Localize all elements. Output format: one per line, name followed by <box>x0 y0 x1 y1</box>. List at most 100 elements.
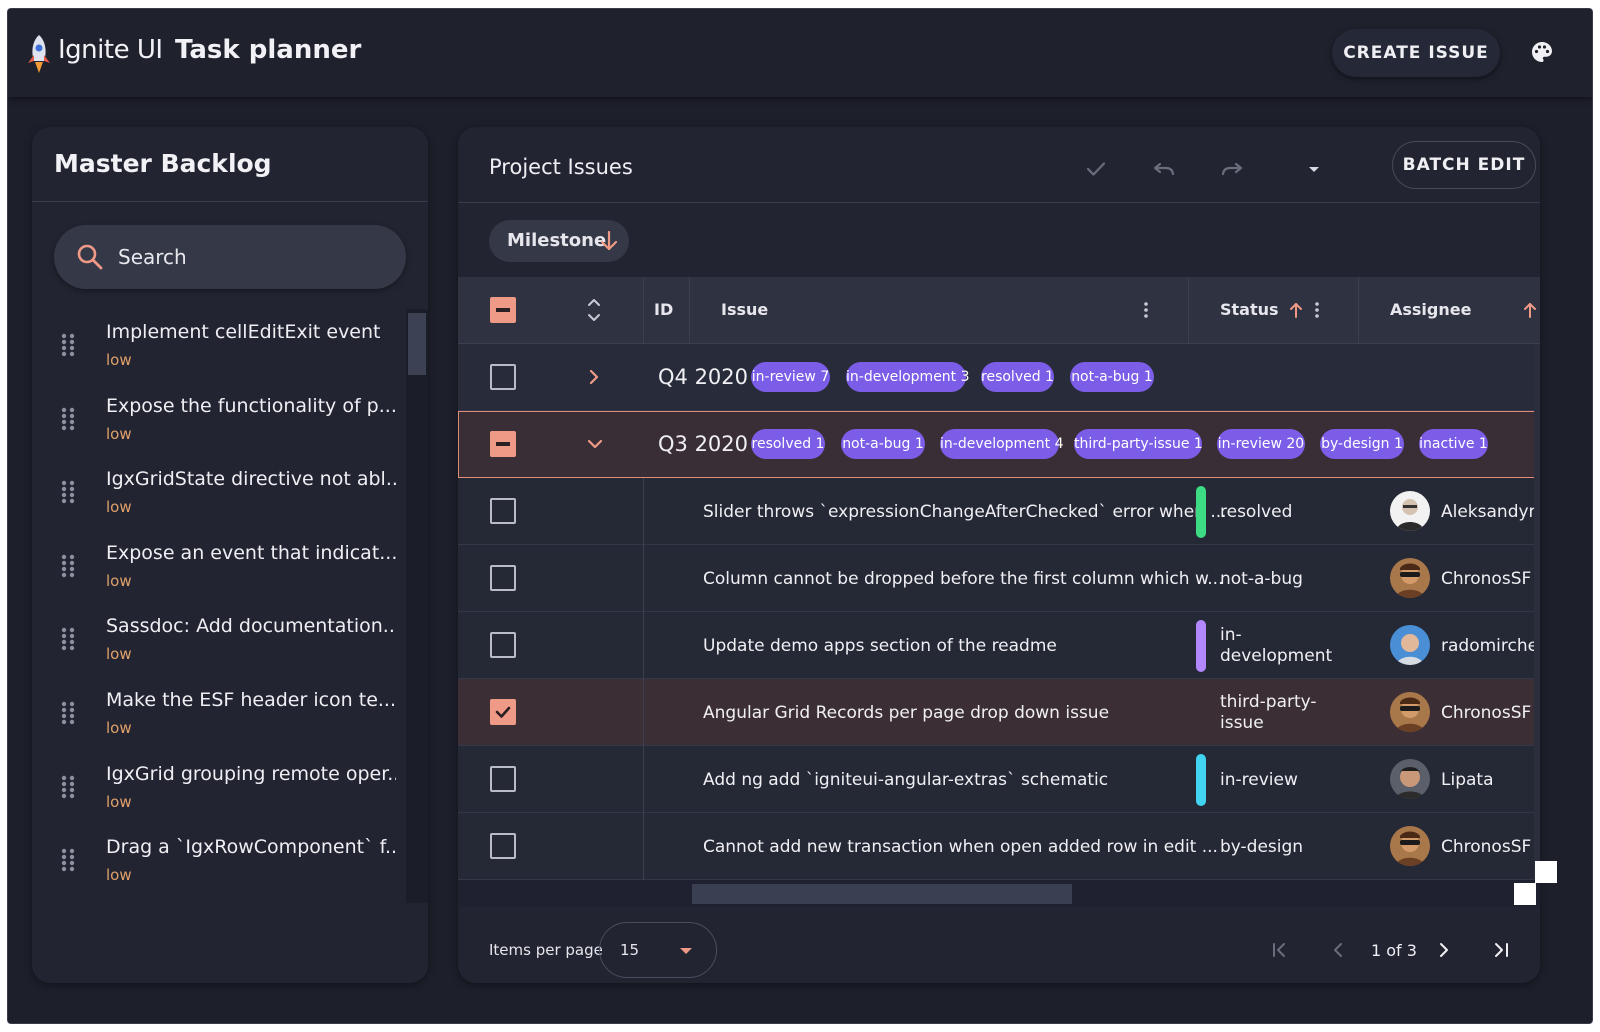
check-icon[interactable] <box>1084 157 1108 181</box>
column-header-assignee[interactable]: Assignee <box>1390 300 1472 319</box>
backlog-item[interactable]: Implement cellEditExit event low <box>32 309 406 383</box>
backlog-item-title: IgxGridState directive not abl... <box>106 468 396 490</box>
issue-cell[interactable]: Column cannot be dropped before the firs… <box>703 569 1224 589</box>
create-issue-button[interactable]: CREATE ISSUE <box>1332 29 1500 77</box>
drag-handle-icon[interactable] <box>60 333 76 357</box>
drag-handle-icon[interactable] <box>60 848 76 872</box>
group-row[interactable]: Q4 2020 in-review 7 in-development 3 res… <box>458 344 1540 411</box>
issue-cell[interactable]: Angular Grid Records per page drop down … <box>703 703 1110 723</box>
issue-cell[interactable]: Update demo apps section of the readme <box>703 636 1057 656</box>
assignee-cell[interactable]: Lipata <box>1441 770 1494 790</box>
grid-vertical-scrollbar[interactable] <box>1534 344 1540 880</box>
table-row[interactable]: Update demo apps section of the readme i… <box>458 612 1540 679</box>
status-count-badge: resolved 1 <box>981 362 1054 392</box>
status-count-badge: inactive 1 <box>1419 429 1488 459</box>
column-divider <box>643 679 644 746</box>
row-checkbox[interactable] <box>490 766 516 792</box>
group-checkbox[interactable] <box>490 431 516 457</box>
drag-handle-icon[interactable] <box>60 775 76 799</box>
table-row[interactable]: Column cannot be dropped before the firs… <box>458 545 1540 612</box>
row-checkbox[interactable] <box>490 498 516 524</box>
caret-down-icon[interactable] <box>1302 157 1326 181</box>
grid-horizontal-scrollbar-thumb[interactable] <box>692 884 1072 904</box>
row-checkbox[interactable] <box>490 833 516 859</box>
backlog-item-title: IgxGrid grouping remote oper... <box>106 763 396 785</box>
status-cell[interactable]: by-design <box>1220 837 1304 857</box>
status-cell[interactable]: not-a-bug <box>1220 569 1303 589</box>
undo-icon[interactable] <box>1152 157 1176 181</box>
backlog-scrollbar-thumb[interactable] <box>408 313 426 375</box>
issue-cell[interactable]: Slider throws `expressionChangeAfterChec… <box>703 502 1227 522</box>
status-count-badge: in-development 3 <box>846 362 970 392</box>
drag-handle-icon[interactable] <box>60 627 76 651</box>
expand-collapse-all-icon[interactable] <box>584 296 604 324</box>
table-row[interactable]: Add ng add `igniteui-angular-extras` sch… <box>458 746 1540 813</box>
chevron-right-icon[interactable] <box>584 366 604 388</box>
items-per-page-select[interactable]: 15 <box>599 922 717 978</box>
corner-artifact <box>1514 883 1536 905</box>
status-indicator <box>1196 620 1206 672</box>
drag-handle-icon[interactable] <box>60 701 76 725</box>
select-all-checkbox[interactable] <box>490 297 516 323</box>
backlog-item[interactable]: IgxGridState directive not abl... low <box>32 456 406 530</box>
avatar <box>1390 759 1430 799</box>
drag-handle-icon[interactable] <box>60 407 76 431</box>
status-cell[interactable]: in- development <box>1220 625 1332 667</box>
assignee-cell[interactable]: radomirchev <box>1441 636 1540 656</box>
search-box[interactable] <box>54 225 406 289</box>
drag-handle-icon[interactable] <box>60 480 76 504</box>
sort-descending-icon[interactable] <box>599 230 619 252</box>
last-page-icon[interactable] <box>1490 939 1512 961</box>
next-page-icon[interactable] <box>1433 939 1455 961</box>
issue-cell[interactable]: Add ng add `igniteui-angular-extras` sch… <box>703 770 1109 790</box>
column-header-status[interactable]: Status <box>1220 300 1279 319</box>
backlog-item[interactable]: Make the ESF header icon te... low <box>32 677 406 751</box>
items-per-page-value: 15 <box>620 941 640 959</box>
issue-cell[interactable]: Cannot add new transaction when open add… <box>703 837 1218 857</box>
drag-handle-icon[interactable] <box>60 554 76 578</box>
column-header-id[interactable]: ID <box>654 300 674 319</box>
table-row[interactable]: Cannot add new transaction when open add… <box>458 813 1540 880</box>
column-header-issue[interactable]: Issue <box>721 300 769 319</box>
backlog-item-priority: low <box>106 719 132 737</box>
status-cell[interactable]: resolved <box>1220 502 1293 522</box>
sort-ascending-icon[interactable] <box>1288 299 1304 321</box>
batch-edit-button[interactable]: BATCH EDIT <box>1392 141 1536 189</box>
backlog-item-title: Expose an event that indicat... <box>106 542 396 564</box>
grid-horizontal-scrollbar[interactable] <box>458 880 1540 907</box>
column-menu-icon[interactable] <box>1313 299 1321 321</box>
chevron-down-icon[interactable] <box>584 433 606 455</box>
group-checkbox[interactable] <box>490 364 516 390</box>
assignee-cell[interactable]: ChronosSF <box>1441 703 1532 723</box>
backlog-item-priority: low <box>106 572 132 590</box>
backlog-item[interactable]: Sassdoc: Add documentation... low <box>32 603 406 677</box>
assignee-cell[interactable]: ChronosSF <box>1441 569 1532 589</box>
search-input[interactable] <box>118 225 388 289</box>
redo-icon[interactable] <box>1220 157 1244 181</box>
column-menu-icon[interactable] <box>1142 299 1150 321</box>
backlog-item[interactable]: Drag a `IgxRowComponent` f... low <box>32 824 406 898</box>
table-row[interactable]: Angular Grid Records per page drop down … <box>458 679 1540 746</box>
assignee-cell[interactable]: ChronosSF <box>1441 837 1532 857</box>
assignee-cell[interactable]: Aleksandyr <box>1441 502 1536 522</box>
row-checkbox[interactable] <box>490 632 516 658</box>
status-cell[interactable]: third-party- issue <box>1220 692 1317 734</box>
column-divider <box>643 612 644 679</box>
backlog-item[interactable]: Expose an event that indicat... low <box>32 530 406 604</box>
table-row[interactable]: Slider throws `expressionChangeAfterChec… <box>458 478 1540 545</box>
first-page-icon[interactable] <box>1269 939 1291 961</box>
status-cell[interactable]: in-review <box>1220 770 1298 790</box>
row-checkbox[interactable] <box>490 565 516 591</box>
row-checkbox[interactable] <box>490 699 516 725</box>
previous-page-icon[interactable] <box>1327 939 1349 961</box>
backlog-item[interactable]: Expose the functionality of p... low <box>32 383 406 457</box>
backlog-item-title: Implement cellEditExit event <box>106 321 381 343</box>
backlog-item-priority: low <box>106 793 132 811</box>
palette-icon[interactable] <box>1530 40 1554 64</box>
group-row[interactable]: Q3 2020 resolved 1 not-a-bug 1 in-develo… <box>458 411 1540 478</box>
backlog-scrollbar[interactable] <box>406 309 428 903</box>
sort-ascending-icon[interactable] <box>1524 299 1536 321</box>
group-by-chip[interactable]: Milestone <box>489 220 629 262</box>
status-count-badge: not-a-bug 1 <box>1070 362 1154 392</box>
backlog-item[interactable]: IgxGrid grouping remote oper... low <box>32 751 406 825</box>
